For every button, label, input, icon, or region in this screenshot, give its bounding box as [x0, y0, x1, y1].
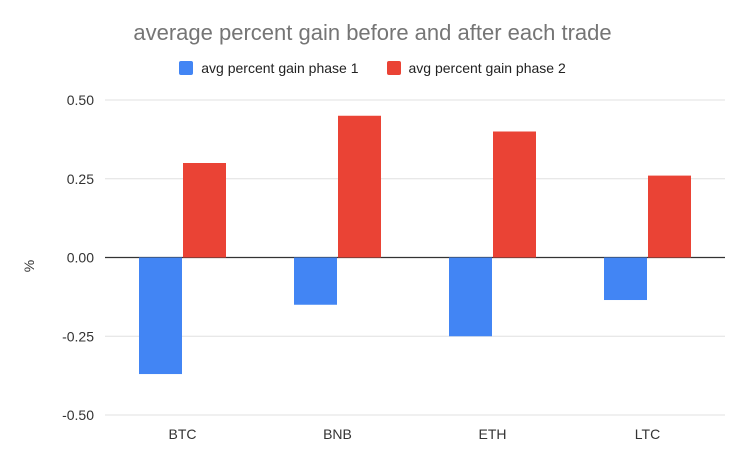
bar-bnb-phase-2	[338, 115, 381, 258]
y-tick-label: 0.25	[67, 171, 94, 187]
y-tick-label: -0.50	[62, 407, 94, 423]
bar-ltc-phase-2	[648, 175, 691, 258]
legend-label-phase-1: avg percent gain phase 1	[201, 60, 359, 76]
bars	[139, 115, 691, 375]
legend-item-phase-1: avg percent gain phase 1	[179, 60, 359, 76]
y-tick-label: -0.25	[62, 328, 94, 344]
bar-eth-phase-2	[493, 131, 536, 258]
legend-swatch-phase-1	[179, 61, 194, 75]
bar-eth-phase-1	[449, 257, 492, 337]
bar-bnb-phase-1	[294, 257, 337, 305]
y-tick-label: 0.00	[67, 250, 94, 266]
x-tick-label: BNB	[323, 426, 352, 442]
legend-item-phase-2: avg percent gain phase 2	[386, 60, 566, 76]
y-tick-label: 0.50	[67, 92, 94, 108]
legend-label-phase-2: avg percent gain phase 2	[408, 60, 566, 76]
bar-btc-phase-2	[183, 163, 226, 258]
x-tick-label: ETH	[479, 426, 507, 442]
legend-swatch-phase-2	[386, 61, 401, 75]
bar-btc-phase-1	[139, 257, 182, 375]
legend: avg percent gain phase 1 avg percent gai…	[0, 60, 745, 76]
y-axis-label: %	[21, 260, 37, 272]
axis-labels: 0.50 0.25 0.00 -0.25 -0.50 BTC BNB ETH LTC	[62, 92, 660, 442]
x-tick-label: LTC	[635, 426, 660, 442]
x-tick-label: BTC	[169, 426, 197, 442]
bar-ltc-phase-1	[604, 257, 647, 301]
chart-title: average percent gain before and after ea…	[133, 20, 612, 45]
